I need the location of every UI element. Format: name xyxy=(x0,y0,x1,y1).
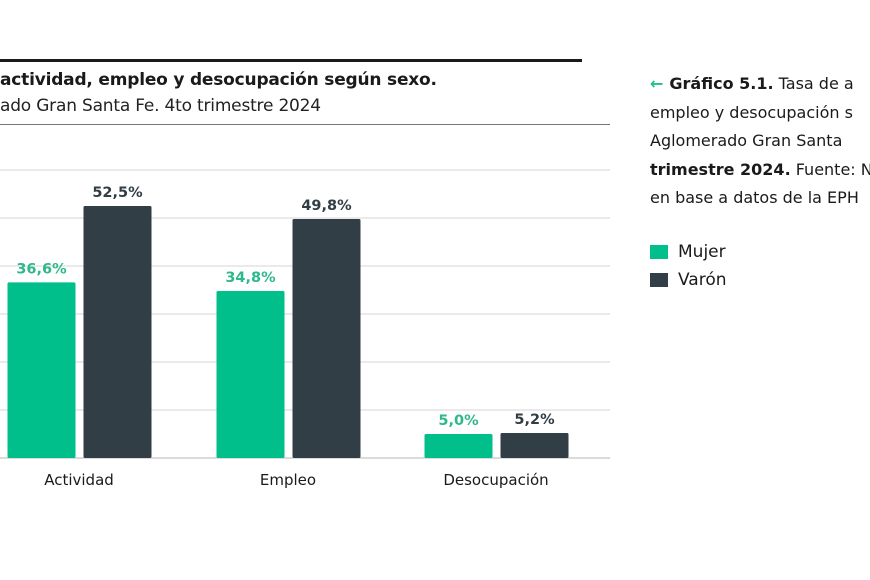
data-label: 36,6% xyxy=(16,261,67,277)
bar-varon xyxy=(500,433,569,458)
legend-item-varon: Varón xyxy=(650,266,727,294)
chart-subtitle: ado Gran Santa Fe. 4to trimestre 2024 xyxy=(0,96,321,116)
caption: ← Gráfico 5.1. Tasa de a empleo y desocup… xyxy=(650,70,870,213)
data-label: 34,8% xyxy=(225,270,276,286)
legend: Mujer Varón xyxy=(650,238,727,294)
chart-title: actividad, empleo y desocupación según s… xyxy=(0,70,437,90)
bar-varon xyxy=(83,206,152,458)
data-label: 5,2% xyxy=(514,412,555,428)
caption-line-0: ← Gráfico 5.1. Tasa de a xyxy=(650,74,854,93)
bar-varon xyxy=(292,218,361,458)
arrow-left-icon[interactable]: ← xyxy=(650,74,664,93)
legend-item-mujer: Mujer xyxy=(650,238,727,266)
bar-mujer xyxy=(216,290,285,458)
top-rule xyxy=(0,59,582,62)
category-label: Desocupación xyxy=(443,471,548,489)
caption-line-3: trimestre 2024. Fuente: N xyxy=(650,159,870,179)
data-label: 49,8% xyxy=(301,198,352,214)
legend-swatch-mujer xyxy=(650,245,668,259)
title-rule xyxy=(0,124,610,125)
category-label: Empleo xyxy=(260,471,316,489)
bar-mujer xyxy=(424,434,493,458)
bar-mujer xyxy=(7,282,76,458)
data-label: 52,5% xyxy=(92,185,143,201)
category-label: Actividad xyxy=(44,471,114,489)
legend-swatch-varon xyxy=(650,273,668,287)
bar-chart: 36,6% 52,5% Actividad 34,8% 49,8% Empleo 5,0% 5… xyxy=(0,169,610,489)
caption-line-1: empleo y desocupación s xyxy=(650,102,853,122)
data-label: 5,0% xyxy=(438,413,479,429)
caption-line-2: Aglomerado Gran Santa xyxy=(650,131,843,150)
caption-line-4: en base a datos de la EPH xyxy=(650,188,859,207)
